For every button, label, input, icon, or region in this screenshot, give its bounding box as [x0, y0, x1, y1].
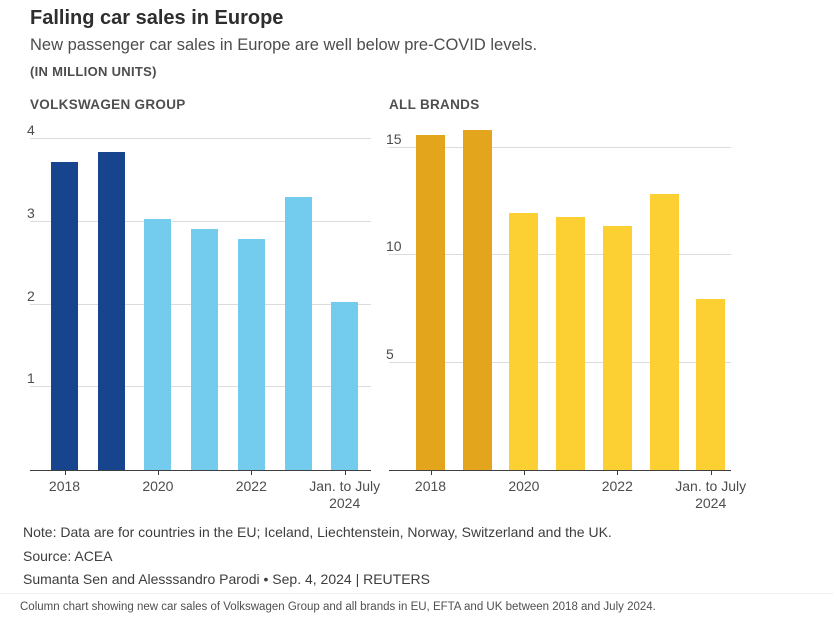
y-axis-label-15: 15 [386, 131, 402, 148]
x-axis-label-2020: 2020 [508, 478, 540, 494]
x-axis-tick-jan-to-july [710, 471, 712, 475]
bar-2020 [144, 218, 172, 470]
bar-2020 [509, 212, 539, 470]
x-axis-label-2020: 2020 [142, 478, 174, 494]
chart-subtitle: New passenger car sales in Europe are we… [30, 36, 538, 54]
chart-title-volkswagen-group: VOLKSWAGEN GROUP [30, 97, 186, 112]
x-axis-label-2022: 2022 [601, 478, 633, 494]
bar-2021 [191, 228, 219, 470]
x-axis-tick-2018 [64, 471, 66, 475]
y-axis-label-1: 1 [27, 370, 35, 387]
x-axis-label-jan-to-july-2024: Jan. to July 2024 [675, 478, 747, 511]
plot-area-all-brands: 5 10 15 2018 2020 2022 Jan. to July 2024 [386, 120, 746, 511]
gridline-4 [30, 138, 371, 140]
x-axis-label-2018: 2018 [48, 478, 81, 494]
bar-2018 [416, 135, 445, 470]
x-axis-tick-2022 [251, 471, 253, 475]
x-axis-tick-jan-to-july [344, 471, 346, 475]
bar-2019 [462, 129, 492, 470]
plot-area-volkswagen-group: 1 2 3 4 2018 2020 2022 Jan. to July 2024 [27, 120, 380, 511]
byline: Sumanta Sen and Alesssandro Parodi • Sep… [23, 571, 430, 587]
gridline-15 [389, 147, 731, 149]
bar-2022 [237, 239, 265, 470]
bar-2019 [97, 151, 125, 470]
source-line: Source: ACEA [23, 548, 113, 564]
y-axis-label-10: 10 [386, 238, 402, 255]
bar-2022 [602, 226, 632, 470]
x-axis-label-jan-to-july-2024: Jan. to July 2024 [309, 478, 381, 511]
x-axis-tick-2022 [617, 471, 619, 475]
x-axis-tick-2020 [157, 471, 159, 475]
caption-divider [0, 593, 833, 594]
x-axis-tick-2020 [523, 471, 525, 475]
bar-2023 [649, 194, 679, 470]
bar-jan-to-july-2024 [331, 302, 359, 470]
chart-title-all-brands: ALL BRANDS [389, 97, 480, 112]
x-axis-tick-2018 [430, 471, 432, 475]
page-title: Falling car sales in Europe [30, 7, 284, 29]
footnote: Note: Data are for countries in the EU; … [23, 524, 612, 540]
x-axis-label-2022: 2022 [235, 478, 267, 494]
y-axis-label-4: 4 [27, 122, 35, 139]
bar-jan-to-july-2024 [696, 299, 726, 470]
bar-2021 [556, 216, 586, 470]
x-axis-label-2018: 2018 [414, 478, 447, 494]
gridline-3 [30, 220, 371, 222]
bar-2023 [284, 197, 312, 470]
y-axis-label-3: 3 [27, 204, 35, 221]
y-axis-label-5: 5 [386, 345, 394, 362]
bar-2018 [51, 162, 78, 470]
alt-text-caption: Column chart showing new car sales of Vo… [20, 601, 656, 613]
y-axis-label-2: 2 [27, 287, 35, 304]
units-label: (IN MILLION UNITS) [30, 64, 157, 79]
